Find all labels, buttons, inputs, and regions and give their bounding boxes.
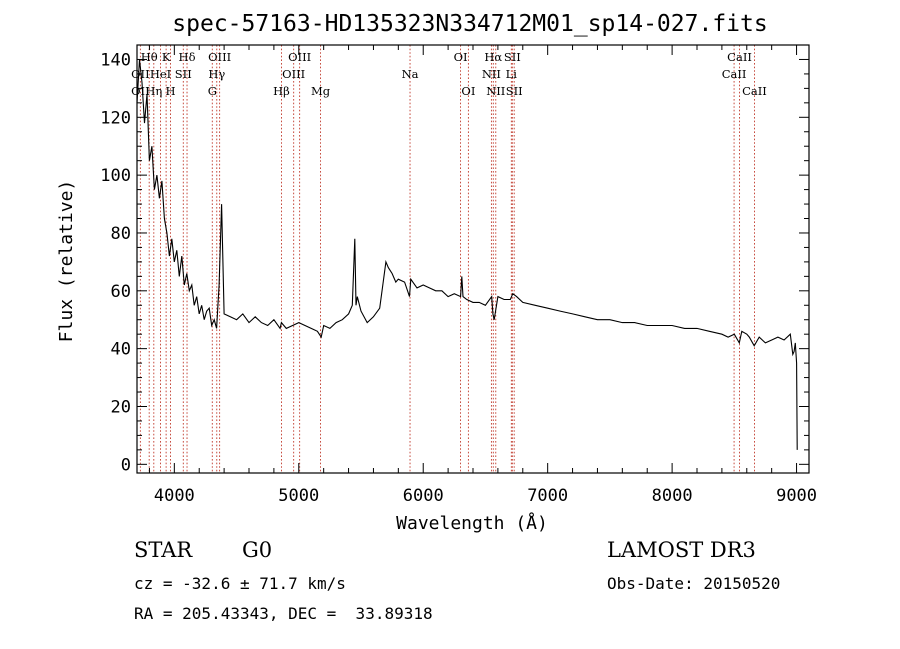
y-tick-label: 120 <box>100 108 131 128</box>
y-tick-label: 80 <box>111 224 131 244</box>
x-axis-ticks: 4000 5000 6000 7000 8000 9000 <box>148 45 817 506</box>
spectral-line-label: HeI <box>150 67 171 81</box>
y-tick-label: 40 <box>111 340 131 360</box>
x-tick-label: 7000 <box>527 486 568 506</box>
survey-name: LAMOST DR3 <box>607 538 756 562</box>
spectral-line-label: CaII <box>722 67 747 81</box>
spectral-line-label: CaII <box>742 84 767 98</box>
spectral-line-label: SII <box>504 50 521 64</box>
obs-date: Obs-Date: 20150520 <box>607 574 781 593</box>
spectral-subclass: G0 <box>242 538 273 562</box>
x-tick-label: 6000 <box>403 486 444 506</box>
spectral-line-labels: OIIOIIHθHηHeIKHSIIHδGHγOIIIHβOIIIOIIIMgN… <box>131 50 767 98</box>
x-tick-label: 8000 <box>652 486 693 506</box>
spectral-line-label: CaII <box>727 50 752 64</box>
spectral-line-label: Li <box>506 67 518 81</box>
spectral-line-label: Hβ <box>273 84 290 98</box>
y-axis-ticks: 0 20 40 60 80 100 120 140 <box>100 50 809 475</box>
y-tick-label: 100 <box>100 166 131 186</box>
y-tick-label: 0 <box>121 455 131 475</box>
spectral-line-label: OIII <box>208 50 231 64</box>
spectral-line-label: Hδ <box>179 50 196 64</box>
spectral-line-label: OII <box>131 84 150 98</box>
spectral-line-label: Na <box>402 67 419 81</box>
spectral-line-label: OIII <box>288 50 311 64</box>
spectral-line-markers <box>139 45 755 473</box>
x-axis-label: Wavelength (Å) <box>396 512 548 534</box>
spectrum-line <box>136 59 798 450</box>
chart-title: spec-57163-HD135323N334712M01_sp14-027.f… <box>172 11 767 37</box>
x-tick-label: 9000 <box>776 486 817 506</box>
spectral-line-label: SII <box>506 84 523 98</box>
spectral-line-label: Hγ <box>208 67 225 81</box>
spectral-line-label: Hα <box>484 50 502 64</box>
redshift-text: cz = -32.6 ± 71.7 km/s <box>134 574 346 593</box>
spectral-line-label: H <box>165 84 175 98</box>
x-tick-label: 5000 <box>278 486 319 506</box>
spectral-line-label: NII <box>482 67 501 81</box>
x-tick-label: 4000 <box>154 486 195 506</box>
plot-frame <box>136 44 810 474</box>
object-class: STAR <box>134 538 193 562</box>
y-tick-label: 140 <box>100 50 131 70</box>
y-tick-label: 20 <box>111 397 131 417</box>
spectral-line-label: NII <box>486 84 505 98</box>
spectral-line-label: K <box>162 50 171 64</box>
y-axis-label: Flux (relative) <box>56 180 77 343</box>
y-tick-label: 60 <box>111 282 131 302</box>
spectral-line-label: OI <box>461 84 475 98</box>
spectral-line-label: OIII <box>282 67 305 81</box>
spectral-line-label: Hη <box>145 84 162 98</box>
spectral-line-label: OI <box>454 50 468 64</box>
spectral-line-label: Hθ <box>141 50 158 64</box>
spectral-line-label: SII <box>175 67 192 81</box>
coordinates: RA = 205.43343, DEC = 33.89318 <box>134 604 433 623</box>
spectral-line-label: G <box>208 84 217 98</box>
spectral-line-label: Mg <box>311 84 331 98</box>
